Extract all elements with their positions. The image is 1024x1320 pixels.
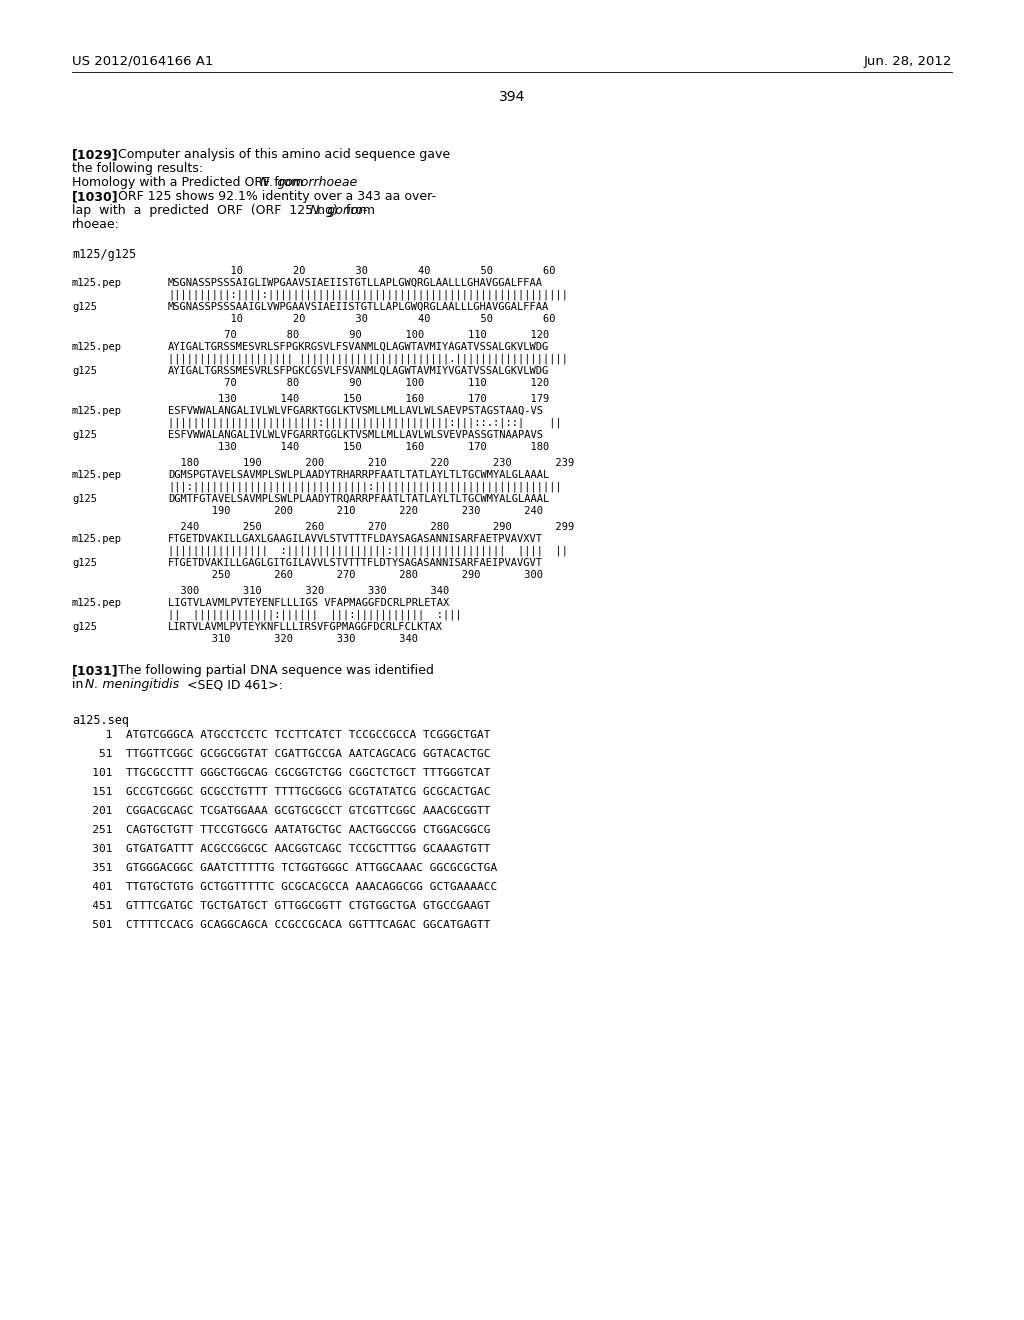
Text: 101  TTGCGCCTTT GGGCTGGCAG CGCGGTCTGG CGGCTCTGCT TTTGGGTCAT: 101 TTGCGCCTTT GGGCTGGCAG CGCGGTCTGG CGG… — [72, 768, 490, 777]
Text: ORF 125 shows 92.1% identity over a 343 aa over-: ORF 125 shows 92.1% identity over a 343 … — [118, 190, 436, 203]
Text: in: in — [72, 678, 87, 690]
Text: 70        80        90       100       110       120: 70 80 90 100 110 120 — [168, 378, 549, 388]
Text: ESFVWWALANGALIVLWLVFGARRTGGLKTVSMLLMLLAVLWLSVEVPASSGTNAAPAVS: ESFVWWALANGALIVLWLVFGARRTGGLKTVSMLLMLLAV… — [168, 430, 543, 440]
Text: g125: g125 — [72, 302, 97, 312]
Text: <SEQ ID 461>:: <SEQ ID 461>: — [183, 678, 283, 690]
Text: g125: g125 — [72, 622, 97, 632]
Text: m125.pep: m125.pep — [72, 470, 122, 480]
Text: [1030]: [1030] — [72, 190, 119, 203]
Text: DGMSPGTAVELSAVMPLSWLPLAADYTRHARRPFAATLTATLAYLTLTGCWMYALGLAAAL: DGMSPGTAVELSAVMPLSWLPLAADYTRHARRPFAATLTA… — [168, 470, 549, 480]
Text: N. gonor-: N. gonor- — [310, 205, 368, 216]
Text: Computer analysis of this amino acid sequence gave: Computer analysis of this amino acid seq… — [118, 148, 451, 161]
Text: LIRTVLAVMLPVTEYKNFLLLIRSVFGPMAGGFDCRLFCLKTAX: LIRTVLAVMLPVTEYKNFLLLIRSVFGPMAGGFDCRLFCL… — [168, 622, 443, 632]
Text: DGMTFGTAVELSAVMPLSWLPLAADYTRQARRPFAATLTATLAYLTLTGCWMYALGLAAAL: DGMTFGTAVELSAVMPLSWLPLAADYTRQARRPFAATLTA… — [168, 494, 549, 504]
Text: ESFVWWALANGALIVLWLVFGARKTGGLKTVSMLLMLLAVLWLSAEVPSTAGSTAAQ-VS: ESFVWWALANGALIVLWLVFGARKTGGLKTVSMLLMLLAV… — [168, 407, 543, 416]
Text: 451  GTTTCGATGC TGCTGATGCT GTTGGCGGTT CTGTGGCTGA GTGCCGAAGT: 451 GTTTCGATGC TGCTGATGCT GTTGGCGGTT CTG… — [72, 902, 490, 911]
Text: 51  TTGGTTCGGC GCGGCGGTAT CGATTGCCGA AATCAGCACG GGTACACTGC: 51 TTGGTTCGGC GCGGCGGTAT CGATTGCCGA AATC… — [72, 748, 490, 759]
Text: 10        20        30        40        50        60: 10 20 30 40 50 60 — [168, 267, 555, 276]
Text: 251  CAGTGCTGTT TTCCGTGGCG AATATGCTGC AACTGGCCGG CTGGACGGCG: 251 CAGTGCTGTT TTCCGTGGCG AATATGCTGC AAC… — [72, 825, 490, 836]
Text: m125.pep: m125.pep — [72, 279, 122, 288]
Text: [1029]: [1029] — [72, 148, 119, 161]
Text: The following partial DNA sequence was identified: The following partial DNA sequence was i… — [118, 664, 434, 677]
Text: g125: g125 — [72, 494, 97, 504]
Text: m125.pep: m125.pep — [72, 342, 122, 352]
Text: ||  |||||||||||||:||||||  |||:|||||||||||  :|||: || |||||||||||||:|||||| |||:||||||||||| … — [168, 610, 462, 620]
Text: AYIGALTGRSSMESVRLSFPGKRGSVLFSVANMLQLAGWTAVMIYAGATVSSALGKVLWDG: AYIGALTGRSSMESVRLSFPGKRGSVLFSVANMLQLAGWT… — [168, 342, 549, 352]
Text: rhoeae:: rhoeae: — [72, 218, 120, 231]
Text: m125.pep: m125.pep — [72, 598, 122, 609]
Text: 180       190       200       210       220       230       239: 180 190 200 210 220 230 239 — [168, 458, 574, 469]
Text: m125/g125: m125/g125 — [72, 248, 136, 261]
Text: N. gonorrhoeae: N. gonorrhoeae — [260, 176, 357, 189]
Text: g125: g125 — [72, 558, 97, 568]
Text: ||||||||||||||||  :||||||||||||||||:||||||||||||||||||  ||||  ||: |||||||||||||||| :||||||||||||||||:|||||… — [168, 546, 568, 557]
Text: N. meningitidis: N. meningitidis — [85, 678, 179, 690]
Text: MSGNASSPSSSAIGLIWPGAAVSIAEIISTGTLLAPLGWQRGLAALLLGHAVGGALFFAA: MSGNASSPSSSAIGLIWPGAAVSIAEIISTGTLLAPLGWQ… — [168, 279, 543, 288]
Text: LIGTVLAVMLPVTEYENFLLLIGS VFAPMAGGFDCRLPRLETAX: LIGTVLAVMLPVTEYENFLLLIGS VFAPMAGGFDCRLPR… — [168, 598, 450, 609]
Text: FTGETDVAKILLGAGLGITGILAVVLSTVTTTFLDTYSAGASANNISARFAEIPVAVGVT: FTGETDVAKILLGAGLGITGILAVVLSTVTTTFLDTYSAG… — [168, 558, 543, 568]
Text: 240       250       260       270       280       290       299: 240 250 260 270 280 290 299 — [168, 521, 574, 532]
Text: 394: 394 — [499, 90, 525, 104]
Text: 70        80        90       100       110       120: 70 80 90 100 110 120 — [168, 330, 549, 341]
Text: 201  CGGACGCAGC TCGATGGAAA GCGTGCGCCT GTCGTTCGGC AAACGCGGTT: 201 CGGACGCAGC TCGATGGAAA GCGTGCGCCT GTC… — [72, 807, 490, 816]
Text: g125: g125 — [72, 366, 97, 376]
Text: a125.seq: a125.seq — [72, 714, 129, 727]
Text: 300       310       320       330       340: 300 310 320 330 340 — [168, 586, 450, 597]
Text: Homology with a Predicted ORF from: Homology with a Predicted ORF from — [72, 176, 307, 189]
Text: 351  GTGGGACGGC GAATCTTTTTG TCTGGTGGGC ATTGGCAAAC GGCGCGCTGA: 351 GTGGGACGGC GAATCTTTTTG TCTGGTGGGC AT… — [72, 863, 498, 873]
Text: 401  TTGTGCTGTG GCTGGTTTTTC GCGCACGCCA AAACAGGCGG GCTGAAAACC: 401 TTGTGCTGTG GCTGGTTTTTC GCGCACGCCA AA… — [72, 882, 498, 892]
Text: 301  GTGATGATTT ACGCCGGCGC AACGGTCAGC TCCGCTTTGG GCAAAGTGTT: 301 GTGATGATTT ACGCCGGCGC AACGGTCAGC TCC… — [72, 843, 490, 854]
Text: ||||||||||:||||:||||||||||||||||||||||||||||||||||||||||||||||||: ||||||||||:||||:||||||||||||||||||||||||… — [168, 290, 568, 301]
Text: 130       140       150       160       170       179: 130 140 150 160 170 179 — [168, 393, 549, 404]
Text: lap  with  a  predicted  ORF  (ORF  125.ng)  from: lap with a predicted ORF (ORF 125.ng) fr… — [72, 205, 379, 216]
Text: MSGNASSPSSSAAIGLVWPGAAVSIAEIISTGTLLAPLGWQRGLAALLLGHAVGGALFFAA: MSGNASSPSSSAAIGLVWPGAAVSIAEIISTGTLLAPLGW… — [168, 302, 549, 312]
Text: 190       200       210       220       230       240: 190 200 210 220 230 240 — [168, 506, 543, 516]
Text: 1  ATGTCGGGCA ATGCCTCCTC TCCTTCATCT TCCGCCGCCA TCGGGCTGAT: 1 ATGTCGGGCA ATGCCTCCTC TCCTTCATCT TCCGC… — [72, 730, 490, 741]
Text: FTGETDVAKILLGAXLGAAGILAVVLSTVTTTFLDAYSAGASANNISARFAETPVAVXVT: FTGETDVAKILLGAXLGAAGILAVVLSTVTTTFLDAYSAG… — [168, 535, 543, 544]
Text: ||||||||||||||||||||||||:||||||||||||||||||||:|||::.:|::|    ||: ||||||||||||||||||||||||:|||||||||||||||… — [168, 418, 562, 429]
Text: US 2012/0164166 A1: US 2012/0164166 A1 — [72, 55, 213, 69]
Text: 250       260       270       280       290       300: 250 260 270 280 290 300 — [168, 570, 543, 579]
Text: 501  CTTTTCCACG GCAGGCAGCA CCGCCGCACA GGTTTCAGAC GGCATGAGTT: 501 CTTTTCCACG GCAGGCAGCA CCGCCGCACA GGT… — [72, 920, 490, 931]
Text: AYIGALTGRSSMESVRLSFPGKCGSVLFSVANMLQLAGWTAVMIYVGATVSSALGKVLWDG: AYIGALTGRSSMESVRLSFPGKCGSVLFSVANMLQLAGWT… — [168, 366, 549, 376]
Text: g125: g125 — [72, 430, 97, 440]
Text: [1031]: [1031] — [72, 664, 119, 677]
Text: 151  GCCGTCGGGC GCGCCTGTTT TTTTGCGGCG GCGTATATCG GCGCACTGAC: 151 GCCGTCGGGC GCGCCTGTTT TTTTGCGGCG GCG… — [72, 787, 490, 797]
Text: 130       140       150       160       170       180: 130 140 150 160 170 180 — [168, 442, 549, 451]
Text: m125.pep: m125.pep — [72, 407, 122, 416]
Text: Jun. 28, 2012: Jun. 28, 2012 — [863, 55, 952, 69]
Text: m125.pep: m125.pep — [72, 535, 122, 544]
Text: |||:||||||||||||||||||||||||||||:||||||||||||||||||||||||||||||: |||:||||||||||||||||||||||||||||:|||||||… — [168, 482, 562, 492]
Text: the following results:: the following results: — [72, 162, 203, 176]
Text: |||||||||||||||||||| ||||||||||||||||||||||||.||||||||||||||||||: |||||||||||||||||||| |||||||||||||||||||… — [168, 354, 568, 364]
Text: 310       320       330       340: 310 320 330 340 — [168, 634, 418, 644]
Text: 10        20        30        40        50        60: 10 20 30 40 50 60 — [168, 314, 555, 323]
